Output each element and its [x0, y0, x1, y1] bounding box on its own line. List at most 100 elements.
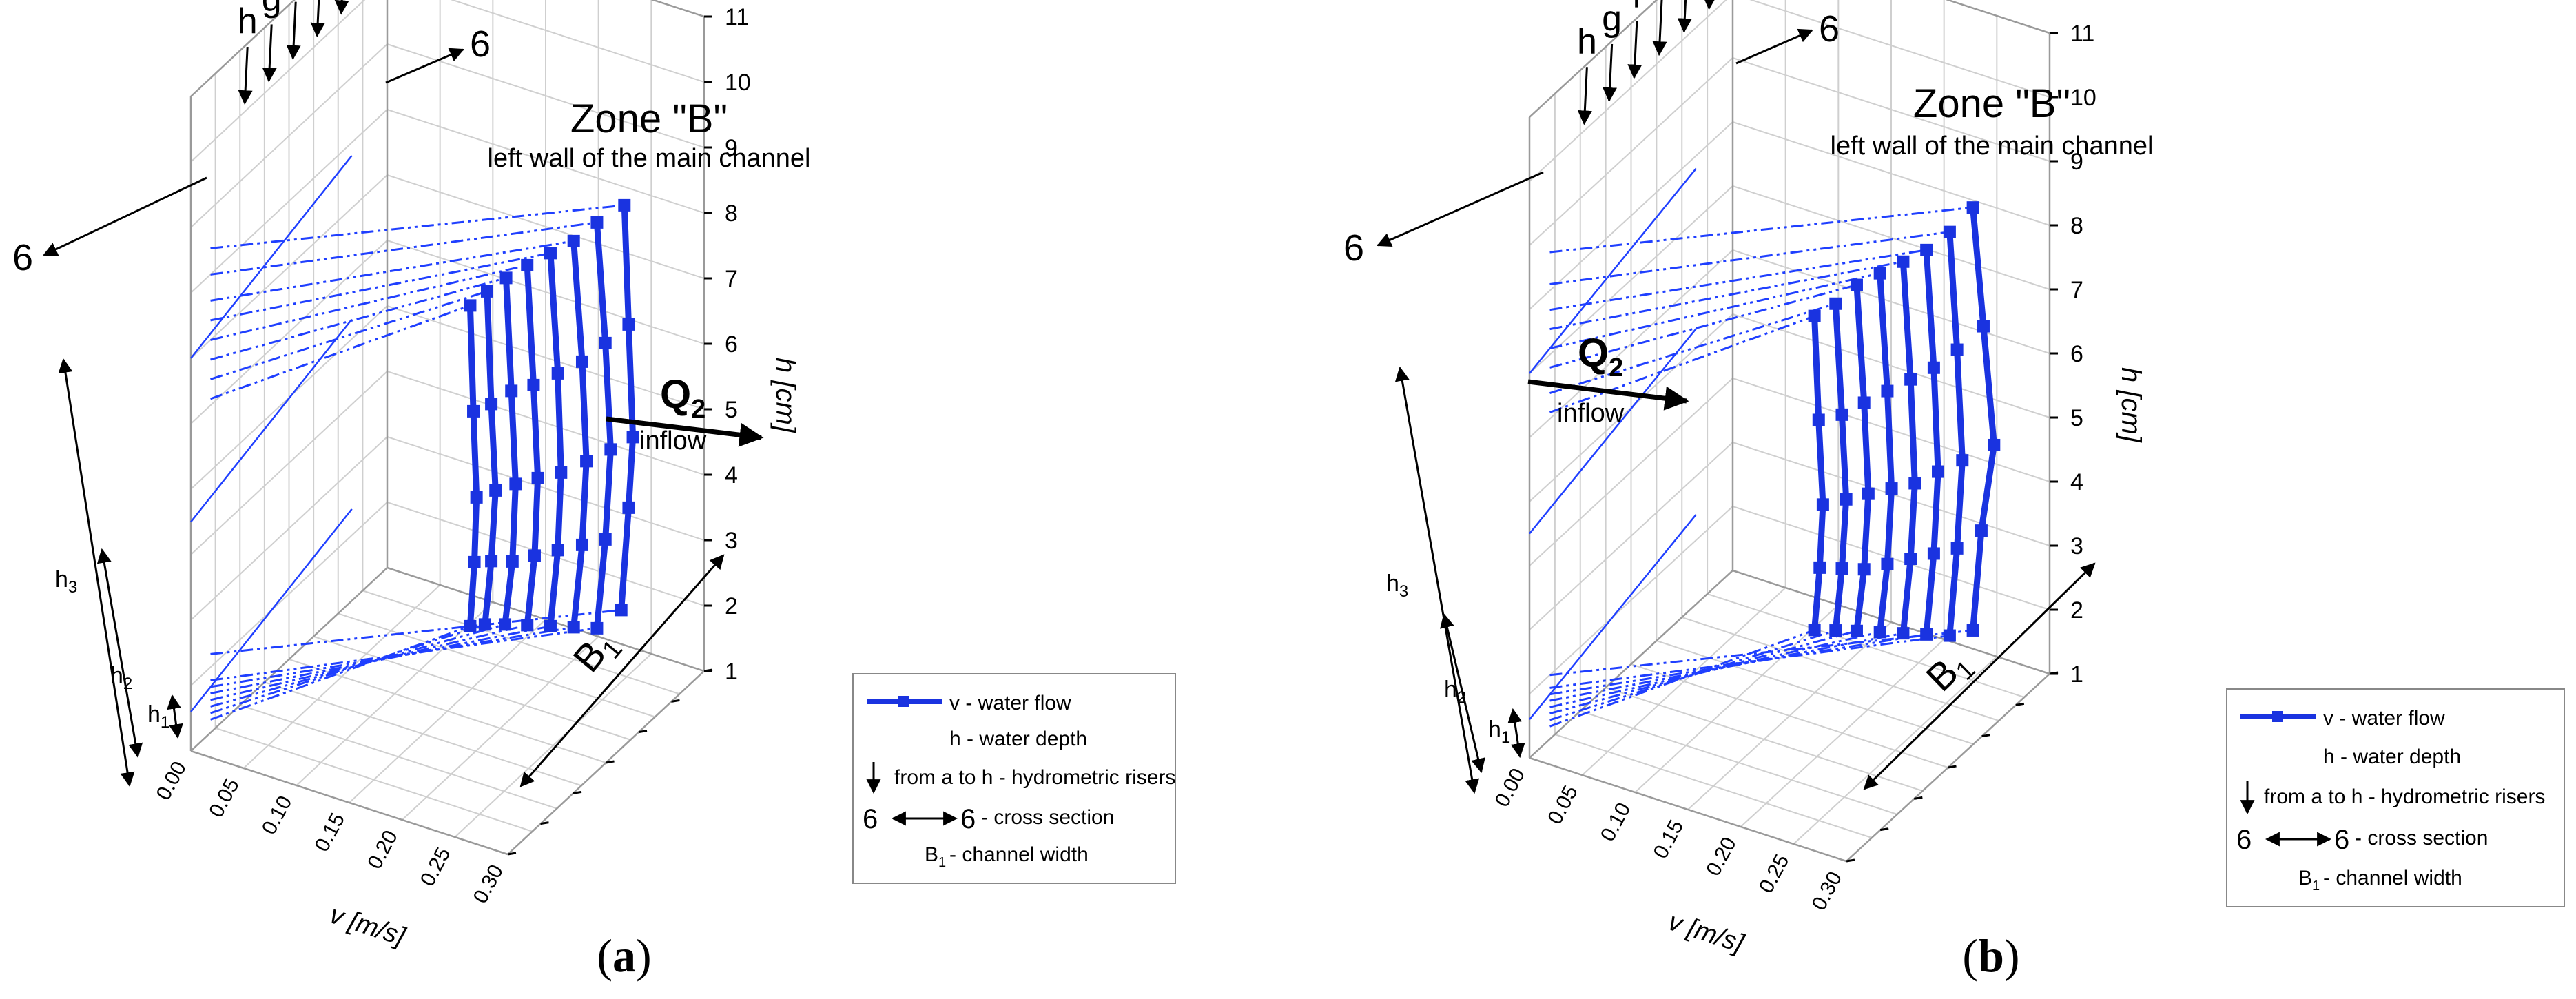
riser-arrow-icon — [1627, 21, 1642, 79]
legend-section-num-left: 6 — [2236, 825, 2252, 855]
data-point-g — [485, 398, 498, 411]
projection-line-h — [209, 625, 471, 721]
back-grid-line — [1732, 313, 2050, 418]
back-grid-line — [387, 109, 705, 214]
z-tick-label: 5 — [725, 397, 738, 423]
projection-line-g — [1549, 302, 1836, 395]
chart-panel-b: 0.00 0.05 0.10 0.15 0.20 0.25 0.30 v [m/s] 1 2 3 4 5… — [1343, 0, 2153, 982]
x-axis-label: v [m/s] — [326, 900, 409, 952]
data-point-c — [1927, 361, 1940, 374]
data-point-d — [1897, 627, 1910, 640]
projection-line-f — [1549, 284, 1857, 369]
z-tick-label: 2 — [725, 593, 738, 619]
z-tick-label: 1 — [725, 659, 738, 685]
x-tick-label: 0.30 — [1808, 868, 1847, 914]
data-point-a — [626, 431, 639, 444]
side-grid-line — [1529, 185, 1733, 374]
x-tick-label: 0.20 — [363, 827, 402, 873]
depth-annotations-b: h3 h2 h1 — [1386, 366, 1525, 794]
projection-line-a — [1549, 206, 1973, 254]
data-point-a — [1966, 624, 1979, 637]
h1-label-b: h1 — [1488, 717, 1510, 747]
y-tick-mark — [2049, 671, 2059, 675]
z-tick-label: 3 — [725, 528, 738, 554]
z-tick-label: 6 — [725, 331, 738, 358]
riser-arrow-icon — [1603, 43, 1618, 103]
side-grid-line — [190, 0, 366, 163]
riser-arrow-icon — [286, 1, 301, 60]
side-grid-line — [190, 174, 388, 359]
y-tick-mark — [1914, 796, 1923, 800]
section-label-right-b: 6 — [1819, 8, 1840, 50]
data-point-e — [527, 378, 540, 391]
axis-frame-edge — [1529, 0, 1658, 118]
series-line-d — [1899, 261, 1918, 634]
back-grid-line — [1732, 185, 2050, 290]
floor-grid-line — [1580, 710, 1898, 815]
riser-arrow-icon — [1577, 67, 1592, 125]
back-grid-line — [387, 436, 705, 541]
legend-item-risers: from a to h - hydrometric risers — [894, 766, 1175, 789]
legend-item-depth: h - water depth — [949, 728, 1087, 750]
h3-label-b: h3 — [1386, 570, 1408, 601]
series-line-e — [524, 265, 542, 626]
data-point-b — [1950, 542, 1964, 555]
flow-text-a: inflow — [639, 426, 707, 455]
data-point-b — [1956, 454, 1969, 467]
data-point-f — [509, 477, 522, 491]
flow-text-b: inflow — [1557, 399, 1625, 428]
data-point-f — [1857, 396, 1871, 409]
x-tick-label: 0.05 — [1543, 782, 1583, 828]
y-tick-mark — [671, 699, 680, 703]
floor-grid-line — [239, 704, 557, 810]
data-point-g — [1835, 562, 1848, 575]
series-line-f — [502, 278, 519, 625]
y-tick-mark — [1879, 827, 1889, 832]
y-tick-mark — [1948, 765, 1957, 769]
side-grid-line — [1529, 57, 1733, 246]
grid-layer-b — [1528, 0, 2051, 863]
data-point-c — [580, 455, 593, 468]
section-arrows-a: 6 6 — [12, 23, 491, 278]
projection-line-e — [210, 264, 528, 341]
legend-item-risers: from a to h - hydrometric risers — [2264, 785, 2545, 808]
series-line-b — [1946, 231, 1966, 636]
data-point-e — [1881, 384, 1894, 398]
x-tick-label: 0.30 — [469, 861, 508, 907]
axis-frame-edge — [1529, 570, 1733, 759]
side-grid-line — [1529, 378, 1733, 566]
legend-item-flow: v - water flow — [2323, 707, 2445, 730]
x-tick-label: 0.00 — [152, 758, 192, 804]
data-point-c — [575, 355, 588, 368]
legend-item-flow: v - water flow — [949, 692, 1071, 714]
riser-label-h: h — [1577, 21, 1597, 61]
data-point-d — [1908, 477, 1921, 490]
side-grid-line — [190, 502, 388, 686]
z-tick-label: 5 — [2070, 405, 2083, 431]
h2-label-a: h2 — [110, 663, 132, 693]
data-point-h — [467, 404, 480, 418]
width-annotation-b: B1 — [1863, 562, 2096, 790]
data-point-e — [1873, 267, 1886, 280]
y-tick-mark — [573, 790, 582, 794]
legend-box — [852, 673, 1176, 884]
legend-box — [2226, 688, 2565, 907]
tick-labels-b: 0.00 0.05 0.10 0.15 0.20 0.25 0.30 v [m/s] 1 2 3 4 5… — [1491, 21, 2146, 959]
axis-frame-edge — [190, 567, 388, 752]
water-level-line — [190, 155, 353, 359]
projection-line-e — [1549, 272, 1881, 349]
water-level-line — [1529, 513, 1697, 720]
flow-annotation-b: Q2 inflow — [1527, 331, 1689, 428]
legend-item-width: - channel width — [949, 843, 1089, 866]
zone-title-b: Zone "B" — [1913, 81, 2070, 126]
side-grid-line — [190, 240, 388, 424]
z-tick-label: 2 — [2070, 597, 2083, 624]
data-point-c — [567, 621, 580, 634]
section-label-left-a: 6 — [12, 237, 33, 278]
back-grid-line — [1732, 249, 2050, 354]
riser-arrow-icon — [1677, 0, 1692, 33]
z-tick-label: 1 — [2070, 661, 2083, 688]
water-level-line — [190, 508, 353, 712]
x-tick-label: 0.05 — [205, 775, 244, 821]
